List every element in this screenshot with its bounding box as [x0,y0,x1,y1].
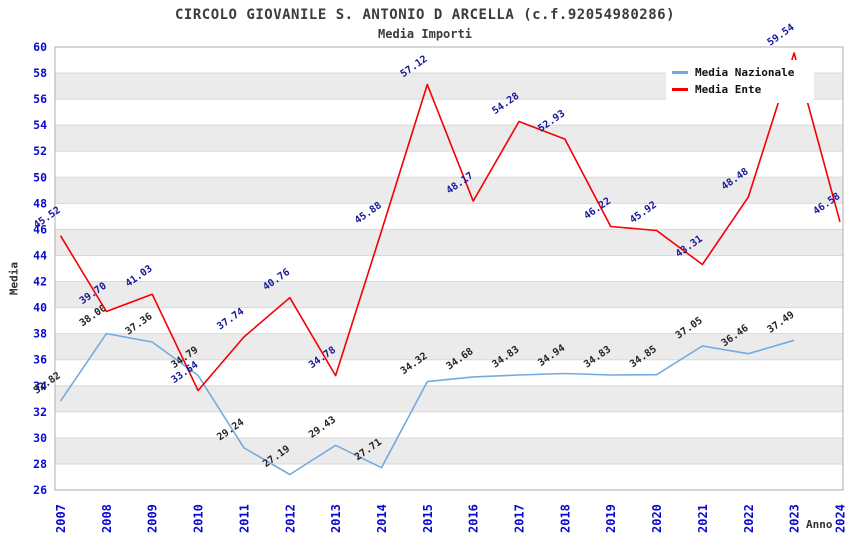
series-line-media-nazionale [59,332,795,476]
x-tick-label: 2012 [283,504,297,533]
x-tick-label: 2007 [54,504,68,533]
y-axis-title: Media [7,261,21,296]
x-tick-label: 2020 [650,504,664,533]
grid-band [55,177,843,204]
series-line-media-ente [59,52,841,392]
x-tick-label: 2024 [834,504,848,533]
x-tick-label: 2011 [237,504,251,533]
point-label: 29.43 [307,414,338,440]
y-tick-label: 30 [33,431,47,445]
x-tick-label: 2023 [788,504,802,533]
x-tick-label: 2017 [513,504,527,533]
grid-band [55,333,843,360]
y-tick-label: 28 [33,457,47,471]
x-tick-label: 2015 [421,504,435,533]
grid-band [55,385,843,412]
x-tick-label: 2022 [742,504,756,533]
y-tick-label: 36 [33,353,47,367]
x-tick-label: 2021 [696,504,710,533]
y-tick-label: 60 [33,40,47,54]
y-tick-label: 44 [33,248,47,262]
x-tick-label: 2010 [192,504,206,533]
y-tick-label: 50 [33,170,47,184]
chart-subtitle: Media Importi [378,27,472,41]
legend-item-media-nazionale: Media Nazionale [672,64,808,81]
legend-label: Media Nazionale [695,66,795,79]
x-tick-label: 2009 [146,504,160,533]
y-tick-label: 58 [33,66,47,80]
y-tick-label: 32 [33,405,47,419]
y-tick-label: 40 [33,301,47,315]
grid-band [55,229,843,256]
x-tick-label: 2018 [558,504,572,533]
x-tick-label: 2013 [329,504,343,533]
x-tick-label: 2014 [375,504,389,533]
point-label: 37.49 [766,309,797,335]
y-tick-label: 54 [33,118,47,132]
legend-item-media-ente: Media Ente [672,81,808,98]
point-label: 37.74 [215,306,246,332]
point-label: 45.88 [353,200,384,226]
y-tick-label: 48 [33,196,47,210]
x-tick-label: 2019 [604,504,618,533]
legend-swatch-red [672,88,688,91]
legend: Media Nazionale Media Ente [666,60,814,103]
y-tick-label: 56 [33,92,47,106]
legend-label: Media Ente [695,83,762,96]
y-tick-label: 34 [33,379,47,393]
plot-frame [54,46,844,491]
y-tick-label: 42 [33,275,47,289]
grid-band [55,281,843,308]
y-tick-label: 46 [33,222,47,236]
legend-swatch-blue [672,71,688,74]
y-tick-label: 52 [33,144,47,158]
x-tick-label: 2016 [467,504,481,533]
grid-band [55,437,843,464]
x-axis-title: Anno [806,518,833,531]
y-tick-label: 38 [33,327,47,341]
chart-title: CIRCOLO GIOVANILE S. ANTONIO D ARCELLA (… [174,7,675,23]
x-tick-label: 2008 [100,504,114,533]
y-tick-label: 26 [33,483,47,497]
point-label: 59.54 [766,22,797,48]
